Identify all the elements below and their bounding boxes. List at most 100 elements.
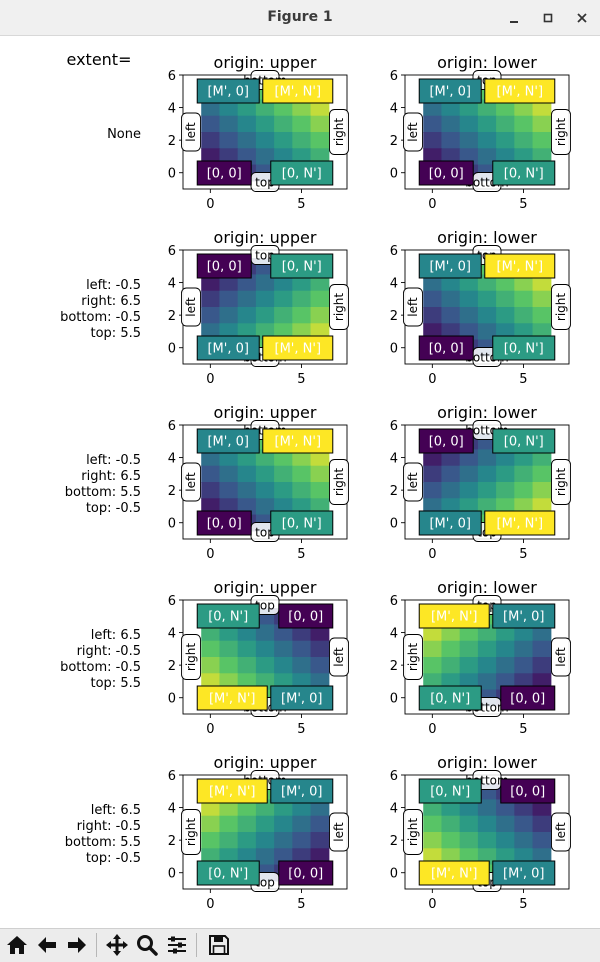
corner-label-box bbox=[278, 603, 334, 629]
side-label-box bbox=[181, 634, 201, 680]
x-tick-label: 0 bbox=[206, 897, 214, 912]
subplot-2-upper: origin: upper050246bottomtopleftright[M'… bbox=[168, 403, 349, 562]
heatmap-cell bbox=[459, 307, 479, 324]
row-label-line: top: 5.5 bbox=[91, 326, 142, 341]
window-title: Figure 1 bbox=[267, 9, 333, 25]
side-label: left bbox=[554, 647, 568, 667]
minimize-icon[interactable] bbox=[502, 6, 526, 30]
maximize-icon[interactable] bbox=[536, 6, 560, 30]
y-tick-label: 2 bbox=[168, 309, 176, 324]
heatmap-cell bbox=[219, 449, 239, 467]
corner-label-box bbox=[484, 510, 556, 536]
heatmap-cell bbox=[496, 815, 515, 833]
corner-label: [M', 0] bbox=[429, 85, 470, 100]
heatmap-cell bbox=[274, 115, 293, 133]
row-label-line: None bbox=[107, 127, 141, 142]
heatmap-cell bbox=[441, 640, 461, 658]
corner-label-box bbox=[196, 860, 260, 886]
y-tick-label: 6 bbox=[390, 769, 398, 784]
y-tick-label: 6 bbox=[168, 769, 176, 784]
heatmap-cell bbox=[423, 99, 443, 117]
x-tick-label: 5 bbox=[297, 897, 305, 912]
y-tick-label: 0 bbox=[390, 867, 398, 882]
corner-label: [M', N'] bbox=[209, 785, 256, 800]
heatmap-cell bbox=[423, 640, 443, 658]
heatmap-cell bbox=[423, 657, 443, 674]
heatmap-cell bbox=[237, 624, 257, 642]
subplot-4-lower: origin: lower050246bottomtoprightleft[0,… bbox=[390, 753, 571, 912]
heatmap-cell bbox=[532, 799, 552, 817]
heatmap-cell bbox=[441, 99, 461, 117]
subplot-title: origin: upper bbox=[214, 228, 317, 247]
configure-subplots-icon[interactable] bbox=[164, 932, 190, 958]
heatmap-cell bbox=[201, 624, 221, 642]
corner-label: [M', 0] bbox=[429, 260, 470, 275]
heatmap-cell bbox=[201, 132, 221, 149]
heatmap-cell bbox=[441, 815, 461, 833]
heatmap-cell bbox=[310, 799, 330, 817]
row-label-line: right: 6.5 bbox=[81, 469, 141, 484]
side-label: right bbox=[554, 118, 568, 146]
side-label-box bbox=[403, 634, 423, 680]
corner-label: [0, N'] bbox=[504, 435, 544, 450]
home-icon[interactable] bbox=[4, 932, 30, 958]
heatmap-cell bbox=[441, 274, 461, 292]
heatmap-cell bbox=[219, 640, 239, 658]
heatmap-cell bbox=[459, 132, 479, 149]
side-label-box bbox=[551, 637, 571, 677]
heatmap-cell bbox=[310, 132, 330, 149]
corner-label-box bbox=[484, 78, 556, 104]
back-arrow-icon[interactable] bbox=[34, 932, 60, 958]
y-tick-label: 4 bbox=[390, 102, 398, 117]
navigation-toolbar bbox=[0, 928, 600, 962]
heatmap-cell bbox=[255, 848, 275, 866]
subplot-1-lower: origin: lower050246topbottomleftright[M'… bbox=[390, 228, 571, 387]
corner-label: [0, 0] bbox=[288, 867, 323, 882]
subplot-title: origin: upper bbox=[214, 578, 317, 597]
heatmap-cell bbox=[477, 323, 497, 341]
side-label-box bbox=[181, 462, 201, 502]
heatmap-cell bbox=[423, 482, 443, 499]
y-tick-label: 6 bbox=[168, 419, 176, 434]
subplot-0-upper: origin: upper050246bottomtopleftright[M'… bbox=[168, 53, 349, 212]
save-icon[interactable] bbox=[206, 932, 232, 958]
corner-label: [M', 0] bbox=[207, 342, 248, 357]
side-label-box bbox=[403, 112, 423, 152]
heatmap-cell bbox=[274, 640, 293, 658]
heatmap-cell bbox=[514, 307, 534, 324]
close-icon[interactable] bbox=[570, 6, 594, 30]
subplot-title: origin: upper bbox=[214, 53, 317, 72]
subplot-2-lower: origin: lower050246bottomtopleftright[0,… bbox=[390, 403, 571, 562]
heatmap-cell bbox=[496, 624, 515, 642]
heatmap-cell bbox=[274, 657, 293, 674]
corner-label: [0, 0] bbox=[510, 785, 545, 800]
heatmap-cell bbox=[459, 290, 479, 308]
side-label: right bbox=[184, 818, 198, 846]
corner-label: [0, N'] bbox=[430, 785, 470, 800]
corner-label: [0, N'] bbox=[504, 167, 544, 182]
corner-label: [M', N'] bbox=[275, 85, 322, 100]
side-label-box bbox=[181, 287, 201, 327]
y-tick-label: 4 bbox=[390, 802, 398, 817]
subplot-3-lower: origin: lower050246topbottomrightleft[M'… bbox=[390, 578, 571, 737]
heatmap-cell bbox=[477, 815, 497, 833]
y-tick-label: 4 bbox=[390, 627, 398, 642]
heatmap-cell bbox=[459, 624, 479, 642]
heatmap-cell bbox=[310, 465, 330, 483]
x-tick-label: 0 bbox=[206, 197, 214, 212]
heatmap-cell bbox=[514, 815, 534, 833]
heatmap-cell bbox=[237, 465, 257, 483]
pan-icon[interactable] bbox=[104, 932, 130, 958]
side-label: top bbox=[255, 876, 275, 890]
heatmap-cell bbox=[274, 799, 293, 817]
forward-arrow-icon[interactable] bbox=[64, 932, 90, 958]
heatmap-cell bbox=[219, 290, 239, 308]
corner-label-box bbox=[418, 78, 482, 104]
heatmap-cell bbox=[441, 465, 461, 483]
corner-label: [0, N'] bbox=[282, 167, 322, 182]
heatmap-cell bbox=[274, 465, 293, 483]
x-tick-label: 5 bbox=[297, 372, 305, 387]
zoom-icon[interactable] bbox=[134, 932, 160, 958]
corner-label: [0, 0] bbox=[429, 167, 464, 182]
